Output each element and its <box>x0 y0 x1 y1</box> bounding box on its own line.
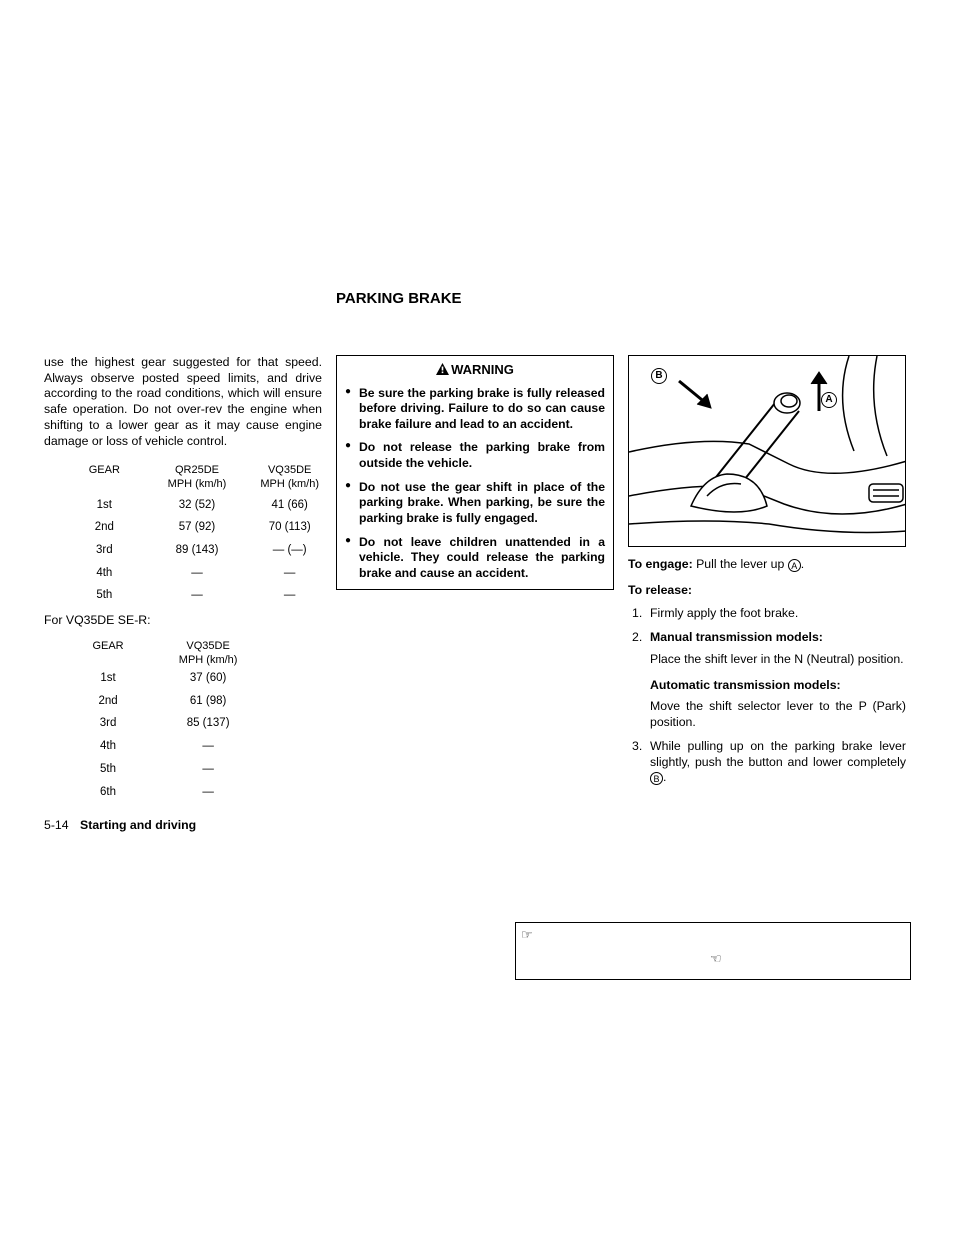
intro-paragraph: use the highest gear suggested for that … <box>44 355 322 449</box>
warning-title: WARNING <box>345 362 605 380</box>
release-step: 2. Manual transmission models: Place the… <box>628 630 906 731</box>
table-row: 5th—— <box>58 588 336 603</box>
table-row: 3rd89 (143)— (—) <box>58 543 336 558</box>
table2-header-col-bot: MPH (km/h) <box>179 654 238 666</box>
table-row: 2nd57 (92)70 (113) <box>58 520 336 535</box>
sub-label: For VQ35DE SE-R: <box>44 613 322 629</box>
ref-b-icon: B <box>650 772 663 785</box>
table-row: 4th— <box>58 739 258 754</box>
table-row: 6th— <box>58 785 258 800</box>
release-step: 1. Firmly apply the foot brake. <box>628 606 906 622</box>
table-row: 2nd61 (98) <box>58 694 258 709</box>
engage-text: Pull the lever up <box>693 557 788 571</box>
step-text: Firmly apply the foot brake. <box>650 606 798 620</box>
table1-header-col1-top: QR25DE <box>175 464 219 476</box>
table1-header-gear: GEAR <box>58 463 151 491</box>
step-number: 1. <box>632 606 642 622</box>
release-title: To release: <box>628 583 906 599</box>
column-right: A B To engage: Pull the lever up A. To r… <box>628 355 906 807</box>
section-title: PARKING BRAKE <box>336 290 910 307</box>
warning-item: Do not use the gear shift in place of th… <box>345 480 605 527</box>
release-list: 1. Firmly apply the foot brake. 2. Manua… <box>628 606 906 786</box>
table-row: 4th—— <box>58 566 336 581</box>
step-subheading: Automatic transmission models: <box>650 678 906 694</box>
column-left: use the highest gear suggested for that … <box>44 355 322 807</box>
hand-point-left-icon: ☞ <box>710 951 722 967</box>
table1-header-col2-bot: MPH (km/h) <box>260 478 319 490</box>
table-row: 1st32 (52)41 (66) <box>58 498 336 513</box>
chapter-label: Starting and driving <box>80 818 196 832</box>
table2-header-gear: GEAR <box>58 639 158 667</box>
table1-header-col2-top: VQ35DE <box>268 464 311 476</box>
step-subheading: Manual transmission models: <box>650 630 906 646</box>
hand-point-right-icon: ☞ <box>521 927 533 943</box>
table1-header-col1-bot: MPH (km/h) <box>168 478 227 490</box>
warning-title-text: WARNING <box>451 362 514 377</box>
warning-box: WARNING Be sure the parking brake is ful… <box>336 355 614 590</box>
parking-brake-diagram: A B <box>628 355 906 547</box>
step-number: 2. <box>632 630 642 646</box>
step-text-after: . <box>663 770 666 784</box>
table2-header-col: VQ35DE MPH (km/h) <box>158 639 258 667</box>
table1-header-col1: QR25DE MPH (km/h) <box>151 463 244 491</box>
diagram-label-a: A <box>821 392 837 408</box>
warning-icon <box>436 363 449 380</box>
table2-header-col-top: VQ35DE <box>186 640 229 652</box>
step-number: 3. <box>632 739 642 755</box>
speed-table-2: GEAR VQ35DE MPH (km/h) 1st37 (60) 2nd61 … <box>58 639 258 799</box>
diagram-label-b: B <box>651 368 667 384</box>
page-footer: 5-14 Starting and driving <box>44 818 196 834</box>
page-number: 5-14 <box>44 818 69 832</box>
bottom-annotation-box: ☞ ☞ <box>515 922 911 980</box>
engage-label: To engage: <box>628 557 693 571</box>
column-middle: WARNING Be sure the parking brake is ful… <box>336 355 614 807</box>
step-text: While pulling up on the parking brake le… <box>650 739 906 769</box>
table-row: 1st37 (60) <box>58 671 258 686</box>
warning-item: Do not leave children unattended in a ve… <box>345 535 605 582</box>
warning-list: Be sure the parking brake is fully relea… <box>345 386 605 582</box>
speed-table-1: GEAR QR25DE MPH (km/h) VQ35DE MPH (km/h)… <box>58 463 336 603</box>
table-row: 3rd85 (137) <box>58 716 258 731</box>
table-row: 5th— <box>58 762 258 777</box>
step-text: Move the shift selector lever to the P (… <box>650 699 906 730</box>
ref-a-icon: A <box>788 559 801 572</box>
release-step: 3. While pulling up on the parking brake… <box>628 739 906 786</box>
engage-instruction: To engage: Pull the lever up A. <box>628 557 906 573</box>
warning-item: Do not release the parking brake from ou… <box>345 440 605 471</box>
warning-item: Be sure the parking brake is fully relea… <box>345 386 605 433</box>
step-text: Place the shift lever in the N (Neutral)… <box>650 652 906 668</box>
engage-text-after: . <box>801 557 804 571</box>
table1-header-col2: VQ35DE MPH (km/h) <box>243 463 336 491</box>
